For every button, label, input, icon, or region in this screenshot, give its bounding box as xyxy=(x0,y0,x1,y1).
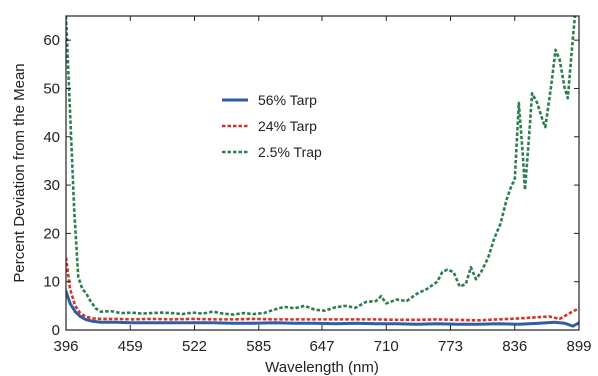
y-tick-label: 40 xyxy=(43,129,60,146)
x-tick-label: 459 xyxy=(118,338,143,355)
y-axis-label: Percent Deviation from the Mean xyxy=(11,63,28,282)
series-line-2 xyxy=(66,257,579,322)
legend-label-3: 2.5% Trap xyxy=(258,144,322,160)
series-line-3 xyxy=(66,16,577,316)
legend-label-1: 56% Tarp xyxy=(258,92,317,108)
x-tick-label: 396 xyxy=(53,338,78,355)
axis-layer: 396 459 522 585 647 710 773 836 899 0 10 20 30 40 50 60 xyxy=(43,16,592,355)
y-tick-label: 0 xyxy=(52,322,60,339)
x-tick-label: 647 xyxy=(309,338,334,355)
y-tick-label: 10 xyxy=(43,274,60,291)
series-line-1 xyxy=(66,289,579,328)
y-tick-label: 60 xyxy=(43,32,60,49)
x-tick-label: 899 xyxy=(566,338,591,355)
series-layer xyxy=(66,16,579,328)
y-tick-label: 20 xyxy=(43,225,60,242)
legend-label-2: 24% Tarp xyxy=(258,118,317,134)
x-tick-label: 773 xyxy=(438,338,463,355)
x-tick-label: 710 xyxy=(374,338,399,355)
x-axis-label: Wavelength (nm) xyxy=(265,359,379,376)
x-tick-label: 522 xyxy=(182,338,207,355)
x-tick-label: 836 xyxy=(502,338,527,355)
legend: 56% Tarp 24% Tarp 2.5% Trap xyxy=(222,92,322,160)
plot-frame xyxy=(65,15,580,331)
x-tick-label: 585 xyxy=(246,338,271,355)
y-tick-label: 50 xyxy=(43,80,60,97)
y-tick-label: 30 xyxy=(43,177,60,194)
